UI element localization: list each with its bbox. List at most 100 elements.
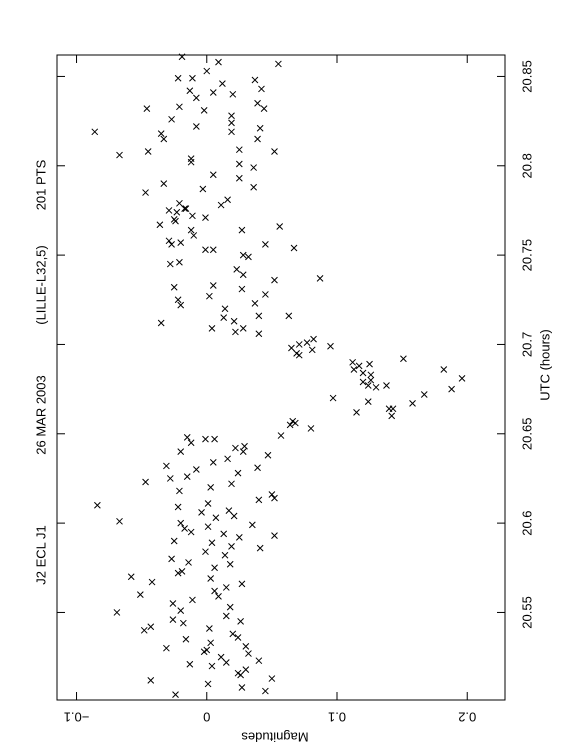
- data-point: [147, 676, 155, 684]
- data-point: [176, 103, 183, 111]
- data-point: [217, 653, 225, 661]
- data-point: [271, 148, 278, 155]
- data-point: [295, 341, 303, 348]
- data-point: [230, 317, 238, 325]
- data-point: [372, 383, 380, 391]
- data-point: [178, 568, 186, 575]
- data-point: [258, 85, 265, 93]
- data-point: [157, 130, 165, 137]
- data-point: [207, 575, 215, 582]
- data-point: [229, 630, 237, 638]
- data-point: [242, 666, 250, 673]
- data-point: [286, 421, 294, 429]
- data-point: [255, 496, 263, 504]
- data-point: [271, 494, 278, 502]
- data-point: [217, 201, 225, 209]
- data-point: [250, 164, 258, 171]
- data-point: [207, 484, 215, 491]
- data-point: [285, 312, 293, 320]
- data-point: [268, 491, 276, 498]
- data-point: [176, 487, 183, 495]
- data-point: [165, 237, 173, 245]
- data-point: [366, 360, 373, 368]
- data-point: [160, 135, 168, 143]
- data-point: [255, 330, 263, 338]
- header-text: 26 MAR 2003: [33, 375, 48, 455]
- header-text: (LILLE-L32,5): [33, 245, 48, 325]
- data-point: [238, 684, 246, 691]
- data-point: [226, 560, 234, 568]
- data-point: [228, 480, 235, 488]
- data-point: [186, 660, 194, 668]
- data-point: [232, 444, 239, 452]
- data-point: [262, 291, 269, 298]
- data-point: [400, 355, 407, 363]
- data-point: [251, 299, 259, 307]
- data-point: [364, 398, 372, 405]
- data-point: [179, 619, 187, 627]
- x-tick-label: 20.85: [519, 60, 534, 93]
- x-tick-label: 20.8: [519, 153, 534, 178]
- data-point: [168, 555, 175, 563]
- data-point: [136, 591, 144, 598]
- data-point: [239, 271, 247, 279]
- data-point: [165, 207, 173, 214]
- data-point: [186, 87, 194, 95]
- data-point: [189, 596, 196, 604]
- data-point: [359, 369, 367, 377]
- data-point: [204, 680, 212, 688]
- data-point: [168, 115, 175, 123]
- data-point: [182, 635, 190, 643]
- data-point: [349, 358, 356, 366]
- data-point: [409, 400, 416, 407]
- data-point: [189, 212, 196, 220]
- data-point: [237, 671, 244, 679]
- data-point: [198, 509, 205, 516]
- data-point: [241, 442, 248, 450]
- data-point: [169, 600, 177, 607]
- data-point: [177, 239, 185, 246]
- data-point: [228, 112, 235, 120]
- x-tick-label: 20.55: [519, 596, 534, 629]
- data-point: [209, 171, 217, 179]
- y-tick-label: −0.1: [64, 710, 90, 725]
- data-point: [215, 593, 222, 600]
- data-point: [255, 657, 263, 665]
- data-point: [256, 544, 264, 552]
- data-point: [177, 448, 185, 456]
- data-point: [275, 60, 282, 68]
- data-point: [239, 448, 247, 456]
- data-point: [176, 199, 183, 207]
- data-point: [221, 305, 229, 313]
- data-point: [268, 675, 276, 682]
- data-point: [189, 74, 196, 82]
- data-point: [254, 99, 261, 107]
- data-point: [238, 226, 246, 234]
- data-point: [367, 371, 375, 379]
- data-point: [172, 217, 179, 225]
- data-point: [200, 648, 208, 656]
- data-point: [385, 405, 393, 413]
- data-point: [202, 246, 209, 254]
- data-point: [142, 189, 149, 196]
- data-point: [212, 514, 220, 522]
- x-tick-label: 20.6: [519, 510, 534, 535]
- data-point: [176, 258, 183, 266]
- data-point: [290, 244, 298, 252]
- data-point: [251, 76, 259, 84]
- data-point: [209, 282, 217, 289]
- data-point: [202, 214, 209, 221]
- data-point: [174, 296, 182, 304]
- data-point: [222, 584, 230, 591]
- data-point: [355, 362, 363, 370]
- data-point: [448, 385, 455, 393]
- data-point: [178, 53, 186, 61]
- data-point: [383, 382, 390, 389]
- data-point: [190, 232, 198, 239]
- data-point: [219, 80, 226, 87]
- data-point: [208, 539, 216, 547]
- data-point: [208, 662, 216, 670]
- data-point: [192, 466, 200, 473]
- y-tick-label: 0.2: [458, 710, 476, 725]
- data-point: [207, 639, 215, 647]
